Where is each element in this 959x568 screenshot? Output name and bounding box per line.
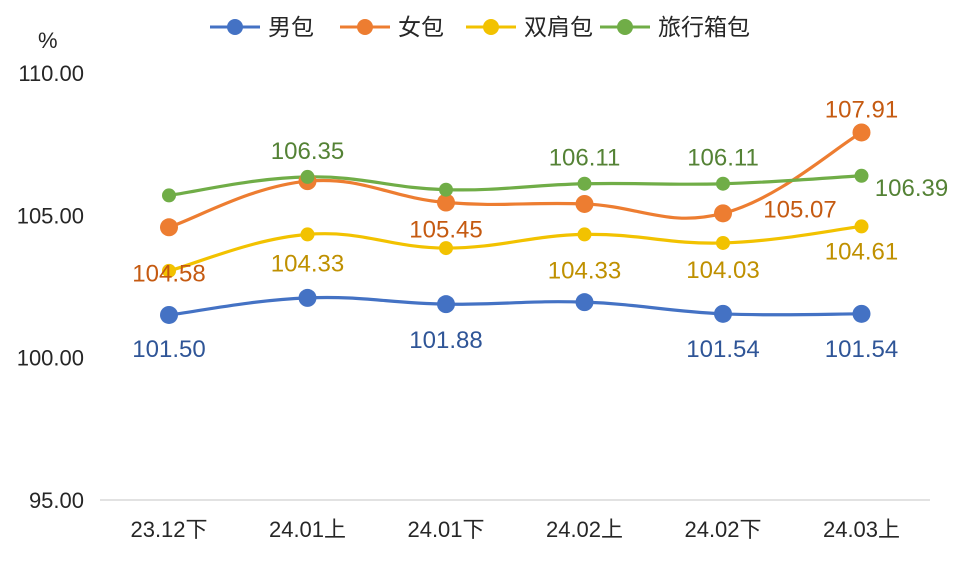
data-point — [575, 293, 594, 312]
legend-item: 双肩包 — [466, 15, 593, 41]
y-tick-label: 110.00 — [18, 61, 84, 86]
data-label: 104.03 — [686, 257, 759, 284]
data-point — [300, 227, 315, 242]
series-line — [168, 295, 862, 317]
data-label: 101.88 — [409, 327, 482, 354]
data-point — [854, 219, 869, 234]
x-tick-label: 24.02下 — [684, 517, 761, 542]
data-point — [577, 227, 592, 242]
x-tick-label: 24.01上 — [269, 517, 346, 542]
x-tick-label: 24.03上 — [823, 517, 900, 542]
data-point — [160, 218, 178, 237]
data-point — [852, 123, 871, 142]
data-point — [716, 176, 730, 191]
data-point — [160, 305, 178, 324]
legend-label: 双肩包 — [524, 15, 593, 41]
data-label: 104.33 — [271, 250, 344, 277]
data-point — [854, 168, 869, 183]
data-point — [439, 182, 453, 197]
data-label: 101.54 — [686, 336, 759, 363]
data-labels: 101.50 101.88 101.54 101.54 104.58 105.45 105.… — [132, 96, 948, 362]
series-markers — [160, 123, 871, 324]
y-axis-unit: % — [38, 28, 58, 53]
data-point — [439, 241, 453, 256]
data-point — [852, 304, 871, 323]
x-tick-label: 24.01下 — [407, 517, 484, 542]
data-label: 105.07 — [763, 196, 836, 223]
y-axis: 110.00 105.00 100.00 95.00 — [17, 61, 84, 513]
legend-item: 旅行箱包 — [600, 15, 750, 41]
legend: 男包 女包 双肩包 旅行箱包 — [210, 15, 750, 41]
data-point — [162, 263, 176, 278]
series-line — [168, 174, 862, 197]
data-label: 105.45 — [409, 217, 482, 244]
data-point — [300, 169, 315, 184]
x-tick-label: 23.12下 — [130, 517, 207, 542]
data-point — [437, 295, 455, 314]
data-point — [714, 204, 732, 223]
data-label: 104.61 — [825, 238, 898, 265]
x-tick-label: 24.02上 — [546, 517, 623, 542]
data-point — [162, 188, 176, 203]
data-point — [577, 176, 592, 191]
data-point — [298, 288, 317, 307]
legend-marker — [227, 19, 243, 35]
legend-marker — [357, 19, 373, 35]
data-label: 104.58 — [132, 260, 205, 287]
y-tick-label: 95.00 — [29, 488, 84, 513]
legend-label: 男包 — [268, 15, 314, 41]
legend-item: 女包 — [340, 15, 444, 41]
data-point — [714, 304, 732, 323]
data-label: 101.54 — [825, 336, 898, 363]
series-line — [168, 131, 863, 229]
data-label: 106.35 — [271, 138, 344, 165]
data-point — [716, 235, 730, 250]
y-tick-label: 105.00 — [17, 203, 84, 228]
legend-marker — [617, 19, 633, 35]
data-label: 106.11 — [687, 145, 759, 172]
legend-label: 旅行箱包 — [658, 15, 750, 41]
series-line — [168, 224, 862, 273]
x-axis: 23.12下 24.01上 24.01下 24.02上 24.02下 24.03上 — [130, 517, 900, 542]
data-label: 104.33 — [548, 257, 621, 284]
legend-marker — [483, 19, 499, 35]
series-lines — [168, 131, 863, 317]
data-label: 106.11 — [549, 145, 621, 172]
data-label: 106.39 — [875, 175, 948, 202]
legend-label: 女包 — [398, 15, 444, 41]
data-point — [575, 194, 594, 213]
data-label: 107.91 — [825, 96, 898, 123]
y-tick-label: 100.00 — [17, 346, 84, 371]
data-label: 101.50 — [132, 336, 205, 363]
legend-item: 男包 — [210, 15, 314, 41]
data-point — [437, 193, 455, 212]
